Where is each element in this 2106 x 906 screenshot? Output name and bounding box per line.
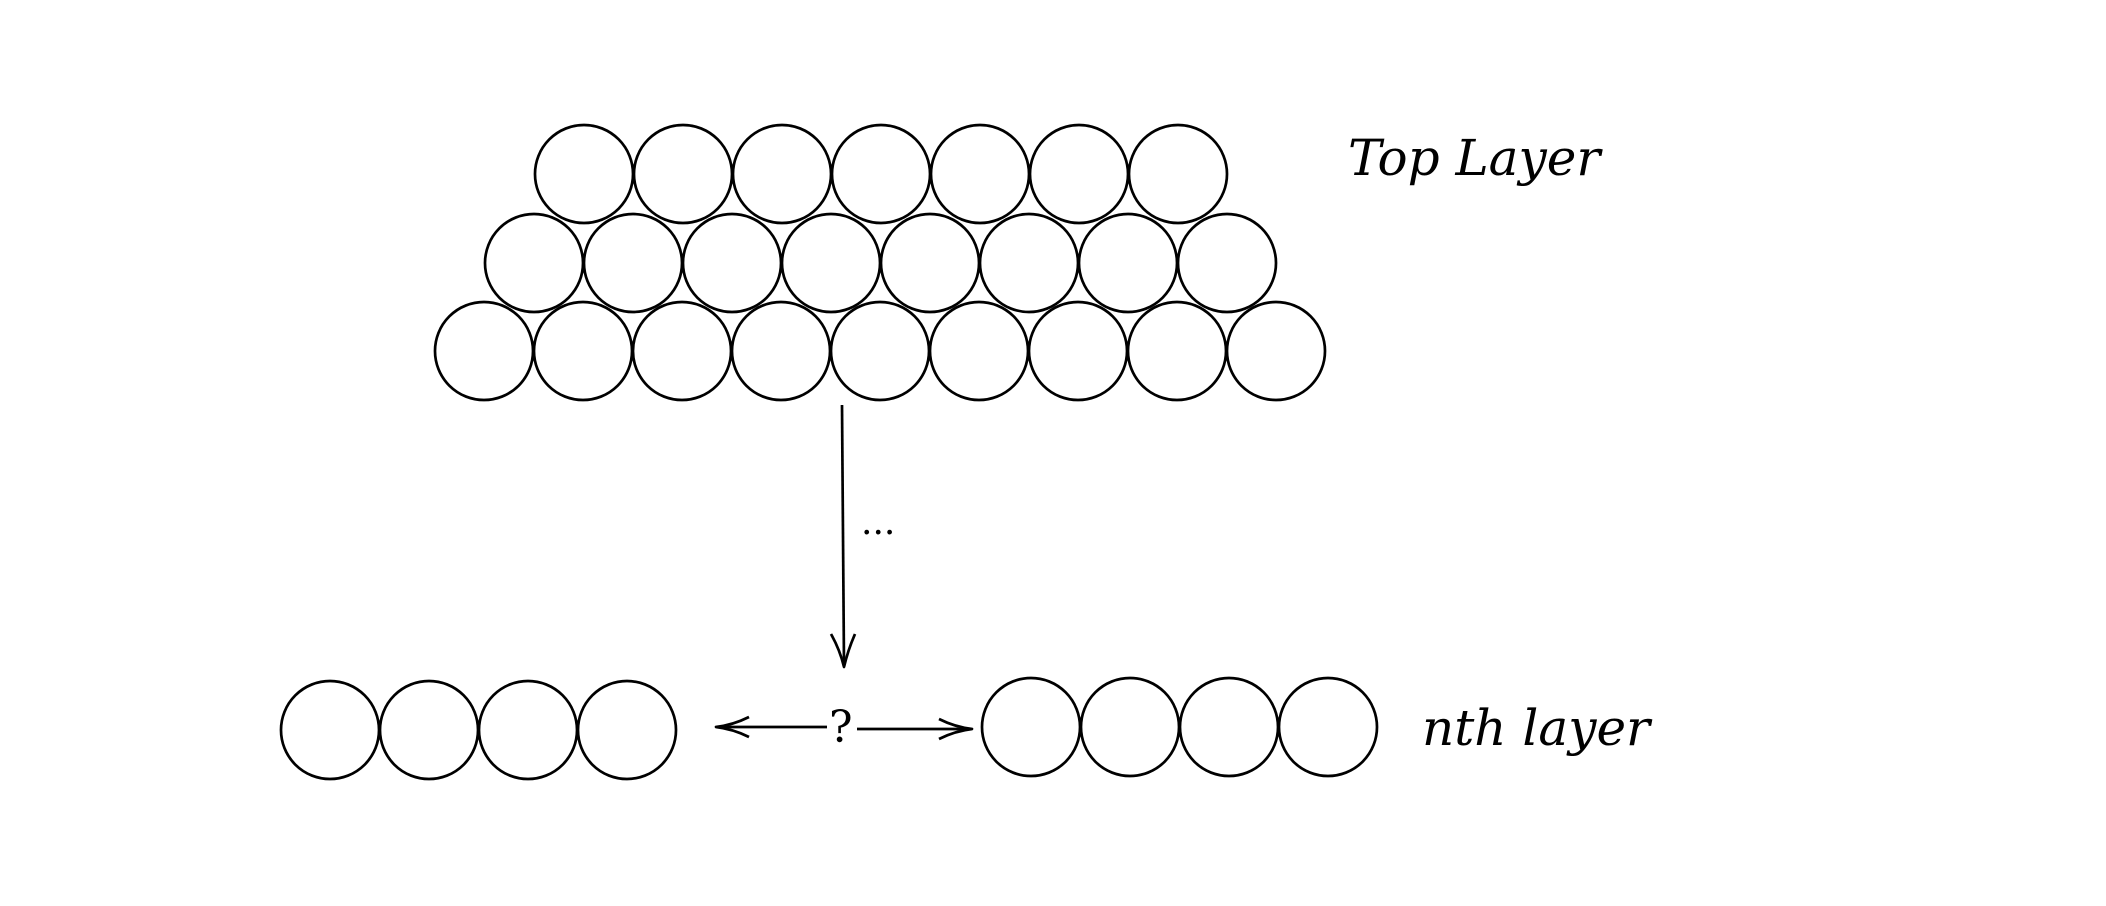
nth-layer-right-ball bbox=[1178, 676, 1280, 778]
right-arrow-head bbox=[938, 717, 974, 741]
top-stack-ball bbox=[1225, 300, 1327, 402]
top-stack bbox=[433, 123, 1327, 402]
top-stack-ball bbox=[533, 123, 635, 225]
nth-layer-left-ball bbox=[576, 679, 678, 781]
nth-layer-left-ball bbox=[378, 679, 480, 781]
top-stack-ball bbox=[1176, 212, 1278, 314]
top-stack-ball bbox=[928, 300, 1030, 402]
top-stack-ball bbox=[631, 300, 733, 402]
top-stack-ball bbox=[829, 300, 931, 402]
ellipsis-label: ... bbox=[861, 502, 895, 543]
top-stack-ball bbox=[731, 123, 833, 225]
nth-layer-right-ball bbox=[980, 676, 1082, 778]
top-stack-ball bbox=[929, 123, 1031, 225]
top-stack-ball bbox=[483, 212, 585, 314]
nth-layer-right-ball bbox=[1079, 676, 1181, 778]
nth-layer-left-ball bbox=[477, 679, 579, 781]
top-stack-ball bbox=[681, 212, 783, 314]
top-stack-ball bbox=[830, 123, 932, 225]
top-stack-ball bbox=[730, 300, 832, 402]
nth-layer-left-ball bbox=[279, 679, 381, 781]
left-arrow-head bbox=[714, 715, 750, 739]
top-stack-ball bbox=[1126, 300, 1228, 402]
top-stack-ball bbox=[582, 212, 684, 314]
top-stack-ball bbox=[978, 212, 1080, 314]
top-stack-ball bbox=[1027, 300, 1129, 402]
bottom-right-row bbox=[980, 676, 1379, 778]
top-stack-ball bbox=[1077, 212, 1179, 314]
top-stack-ball bbox=[1028, 123, 1130, 225]
top-stack-ball bbox=[532, 300, 634, 402]
bottom-left-row bbox=[279, 679, 678, 781]
top-stack-ball bbox=[433, 300, 535, 402]
top-stack-ball bbox=[879, 212, 981, 314]
nth-layer-right-ball bbox=[1277, 676, 1379, 778]
vertical-arrow-shaft bbox=[840, 404, 846, 666]
top-stack-ball bbox=[1127, 123, 1229, 225]
vertical-arrow-head bbox=[829, 633, 857, 669]
question-label: ? bbox=[829, 702, 853, 753]
top-layer-label: Top Layer bbox=[1348, 129, 1603, 187]
top-stack-ball bbox=[780, 212, 882, 314]
nth-layer-label: nth layer bbox=[1422, 699, 1653, 757]
top-stack-ball bbox=[632, 123, 734, 225]
